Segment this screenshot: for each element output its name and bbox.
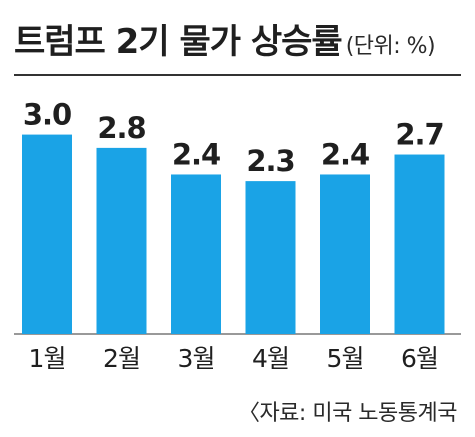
chart-title: 트럼프 2기 물가 상승률 (단위: %)	[14, 14, 436, 63]
category-label-3: 3월	[178, 344, 215, 373]
bar-value-label-4: 2.3	[246, 144, 294, 178]
bar-4	[245, 181, 296, 334]
category-label-4: 4월	[252, 344, 289, 373]
title-divider	[14, 74, 461, 76]
category-label-1: 1월	[29, 344, 66, 373]
bar-3	[171, 174, 221, 334]
bar-value-label-6: 2.7	[395, 118, 443, 152]
bar-value-label-1: 3.0	[23, 98, 71, 132]
source-note: 〈자료: 미국 노동통계국	[237, 401, 458, 426]
bar-value-label-5: 2.4	[321, 137, 369, 171]
category-label-6: 6월	[401, 344, 438, 373]
chart-title-text: 트럼프 2기 물가 상승률	[14, 22, 343, 62]
unit-label: (단위: %)	[345, 34, 436, 59]
bar-2	[96, 147, 147, 334]
category-label-2: 2월	[103, 344, 140, 373]
bar-6	[394, 154, 445, 334]
bar-value-label-2: 2.8	[97, 111, 145, 145]
bar-1	[22, 134, 72, 334]
bar-value-label-3: 2.4	[172, 137, 220, 171]
category-label-5: 5월	[327, 344, 364, 373]
bar-5	[320, 174, 370, 334]
